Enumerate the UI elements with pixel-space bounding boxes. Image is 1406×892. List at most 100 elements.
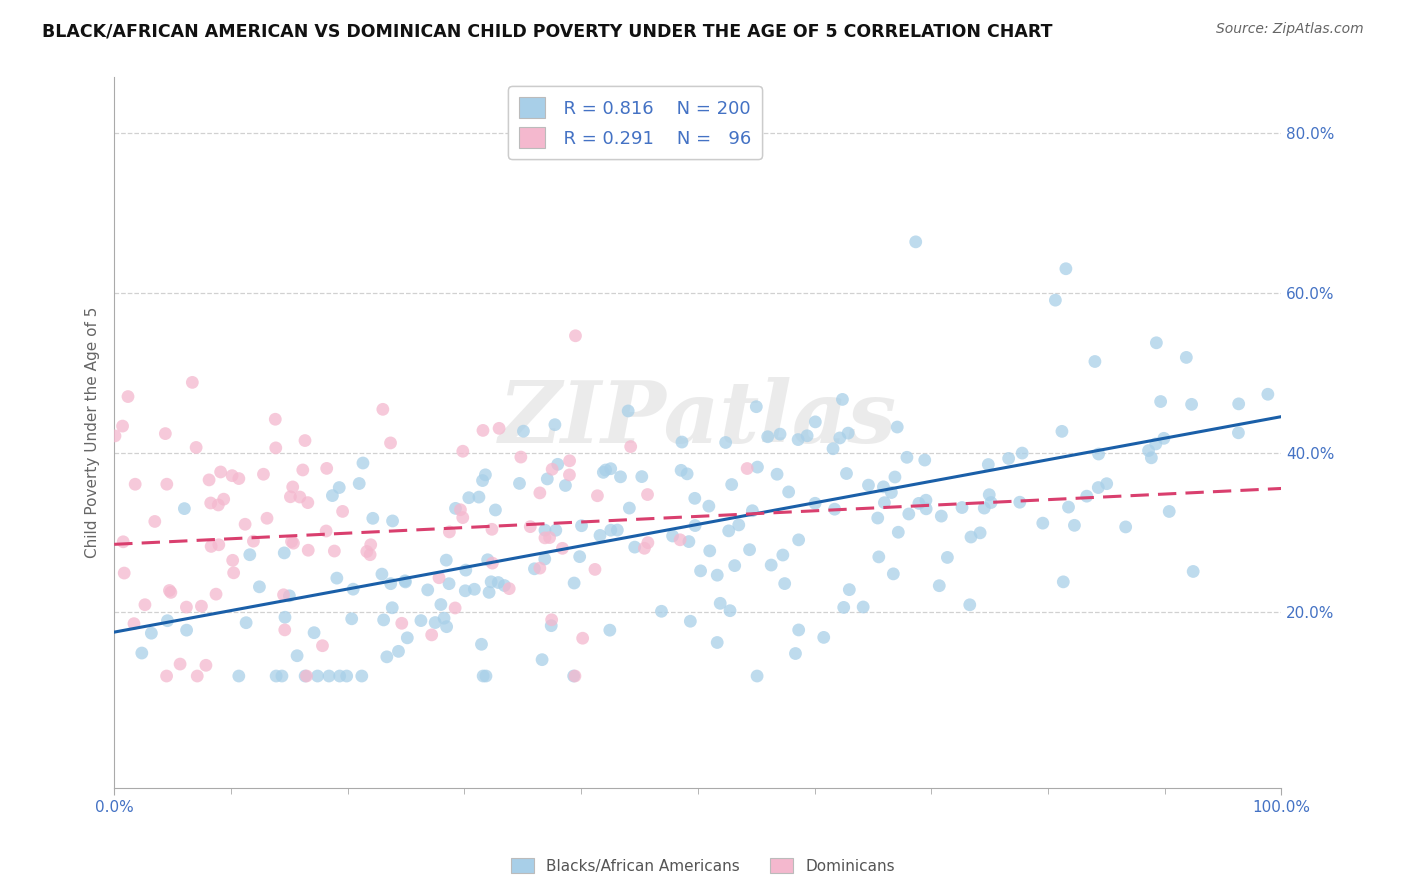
Point [143, 515, 166, 529]
Point [380, 436, 402, 450]
Point [328, 481, 350, 495]
Point [1175, 351, 1198, 365]
Point [474, 467, 496, 482]
Point [359, 548, 381, 562]
Point [1115, 520, 1137, 534]
Point [606, 523, 628, 537]
Point [661, 529, 683, 543]
Point [915, 493, 938, 508]
Point [297, 543, 319, 558]
Point [718, 604, 741, 618]
Point [824, 502, 846, 516]
Point [273, 546, 295, 560]
Point [558, 454, 581, 468]
Point [908, 496, 931, 510]
Point [321, 489, 343, 503]
Point [323, 544, 346, 558]
Point [541, 462, 564, 476]
Point [315, 461, 337, 475]
Point [637, 535, 659, 549]
Point [866, 511, 889, 525]
Point [813, 631, 835, 645]
Point [169, 657, 191, 671]
Point [444, 501, 467, 516]
Point [212, 492, 235, 507]
Point [960, 530, 983, 544]
Point [761, 558, 783, 572]
Point [117, 390, 139, 404]
Point [633, 541, 655, 556]
Point [288, 490, 311, 504]
Point [340, 612, 363, 626]
Point [380, 576, 402, 591]
Point [281, 480, 304, 494]
Point [242, 534, 264, 549]
Point [156, 614, 179, 628]
Point [475, 669, 498, 683]
Point [274, 623, 297, 637]
Point [637, 487, 659, 501]
Point [1008, 495, 1031, 509]
Point [529, 486, 551, 500]
Point [678, 534, 700, 549]
Point [595, 463, 617, 477]
Point [544, 523, 567, 537]
Point [1137, 443, 1160, 458]
Point [190, 599, 212, 614]
Point [936, 550, 959, 565]
Point [904, 235, 927, 249]
Point [756, 430, 779, 444]
Point [796, 429, 818, 443]
Legend:   R = 0.816    N = 200,   R = 0.291    N =   96: R = 0.816 N = 200, R = 0.291 N = 96 [509, 87, 762, 159]
Point [697, 499, 720, 513]
Point [979, 488, 1001, 502]
Point [950, 500, 973, 515]
Point [472, 669, 495, 683]
Text: BLACK/AFRICAN AMERICAN VS DOMINICAN CHILD POVERTY UNDER THE AGE OF 5 CORRELATION: BLACK/AFRICAN AMERICAN VS DOMINICAN CHIL… [42, 22, 1053, 40]
Point [709, 596, 731, 610]
Point [347, 476, 370, 491]
Point [274, 610, 297, 624]
Point [294, 434, 316, 448]
Point [176, 623, 198, 637]
Point [1057, 500, 1080, 514]
Point [773, 576, 796, 591]
Point [479, 574, 502, 589]
Point [887, 525, 910, 540]
Point [669, 533, 692, 547]
Point [727, 517, 749, 532]
Point [141, 626, 163, 640]
Point [868, 549, 890, 564]
Point [804, 415, 827, 429]
Point [375, 649, 398, 664]
Point [1087, 481, 1109, 495]
Point [804, 496, 827, 510]
Point [381, 600, 404, 615]
Point [706, 635, 728, 649]
Point [509, 450, 531, 464]
Point [1063, 518, 1085, 533]
Point [959, 598, 981, 612]
Point [391, 616, 413, 631]
Point [271, 669, 294, 683]
Point [540, 618, 562, 632]
Point [381, 514, 404, 528]
Point [583, 562, 606, 576]
Point [699, 544, 721, 558]
Point [186, 441, 208, 455]
Point [1054, 261, 1077, 276]
Point [427, 571, 450, 585]
Point [498, 582, 520, 596]
Point [980, 495, 1002, 509]
Point [787, 433, 810, 447]
Point [233, 517, 256, 532]
Point [747, 460, 769, 475]
Point [484, 503, 506, 517]
Point [228, 472, 250, 486]
Point [1052, 574, 1074, 589]
Point [256, 511, 278, 525]
Point [1084, 354, 1107, 368]
Point [929, 509, 952, 524]
Point [787, 533, 810, 547]
Point [494, 578, 516, 592]
